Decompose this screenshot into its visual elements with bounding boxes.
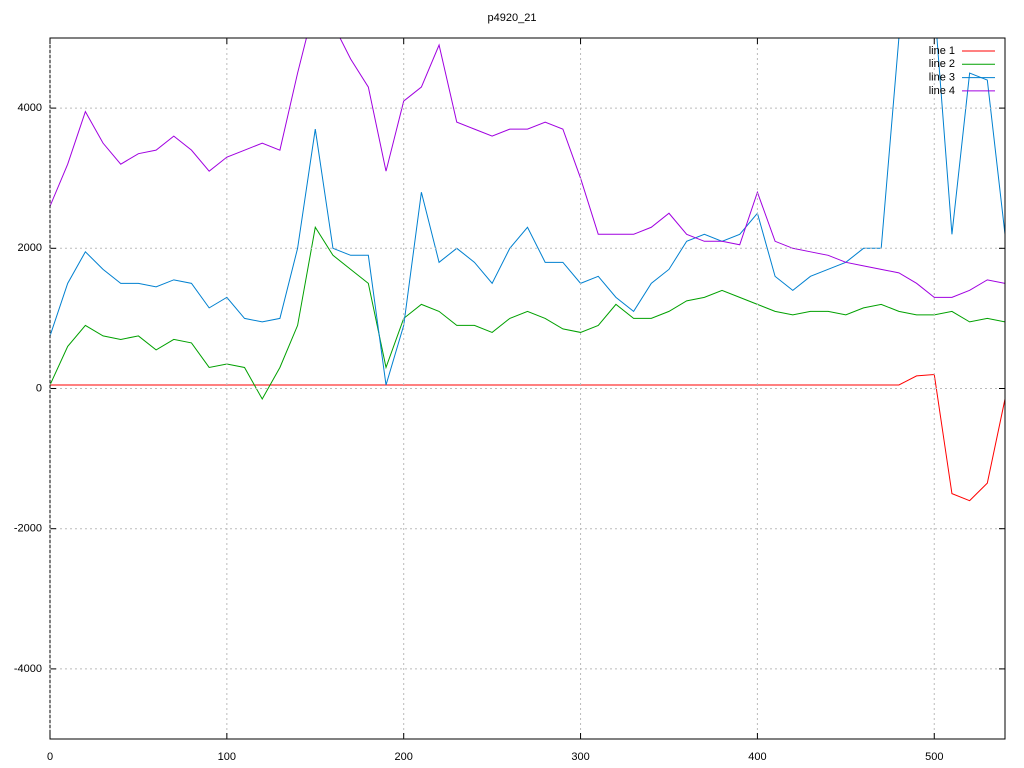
x-tick-label: 0 — [47, 751, 53, 763]
legend-label: line 1 — [929, 45, 955, 57]
y-tick-label: -2000 — [14, 523, 42, 535]
plot-area — [50, 38, 1005, 502]
x-tick-label: 500 — [925, 751, 943, 763]
data-line — [50, 373, 1005, 502]
legend-label: line 4 — [929, 85, 955, 97]
chart-title: p4920_21 — [488, 12, 537, 24]
y-tick-label: 0 — [36, 382, 42, 394]
y-tick-label: -4000 — [14, 663, 42, 675]
x-tick-label: 200 — [395, 751, 413, 763]
x-tick-label: 100 — [218, 751, 236, 763]
data-line — [50, 38, 1005, 298]
y-tick-label: 2000 — [18, 242, 42, 254]
data-line — [50, 225, 1005, 401]
x-tick-label: 400 — [748, 751, 766, 763]
legend-label: line 3 — [929, 72, 955, 84]
y-tick-label: 4000 — [18, 102, 42, 114]
legend-label: line 2 — [929, 58, 955, 70]
x-tick-label: 300 — [571, 751, 589, 763]
